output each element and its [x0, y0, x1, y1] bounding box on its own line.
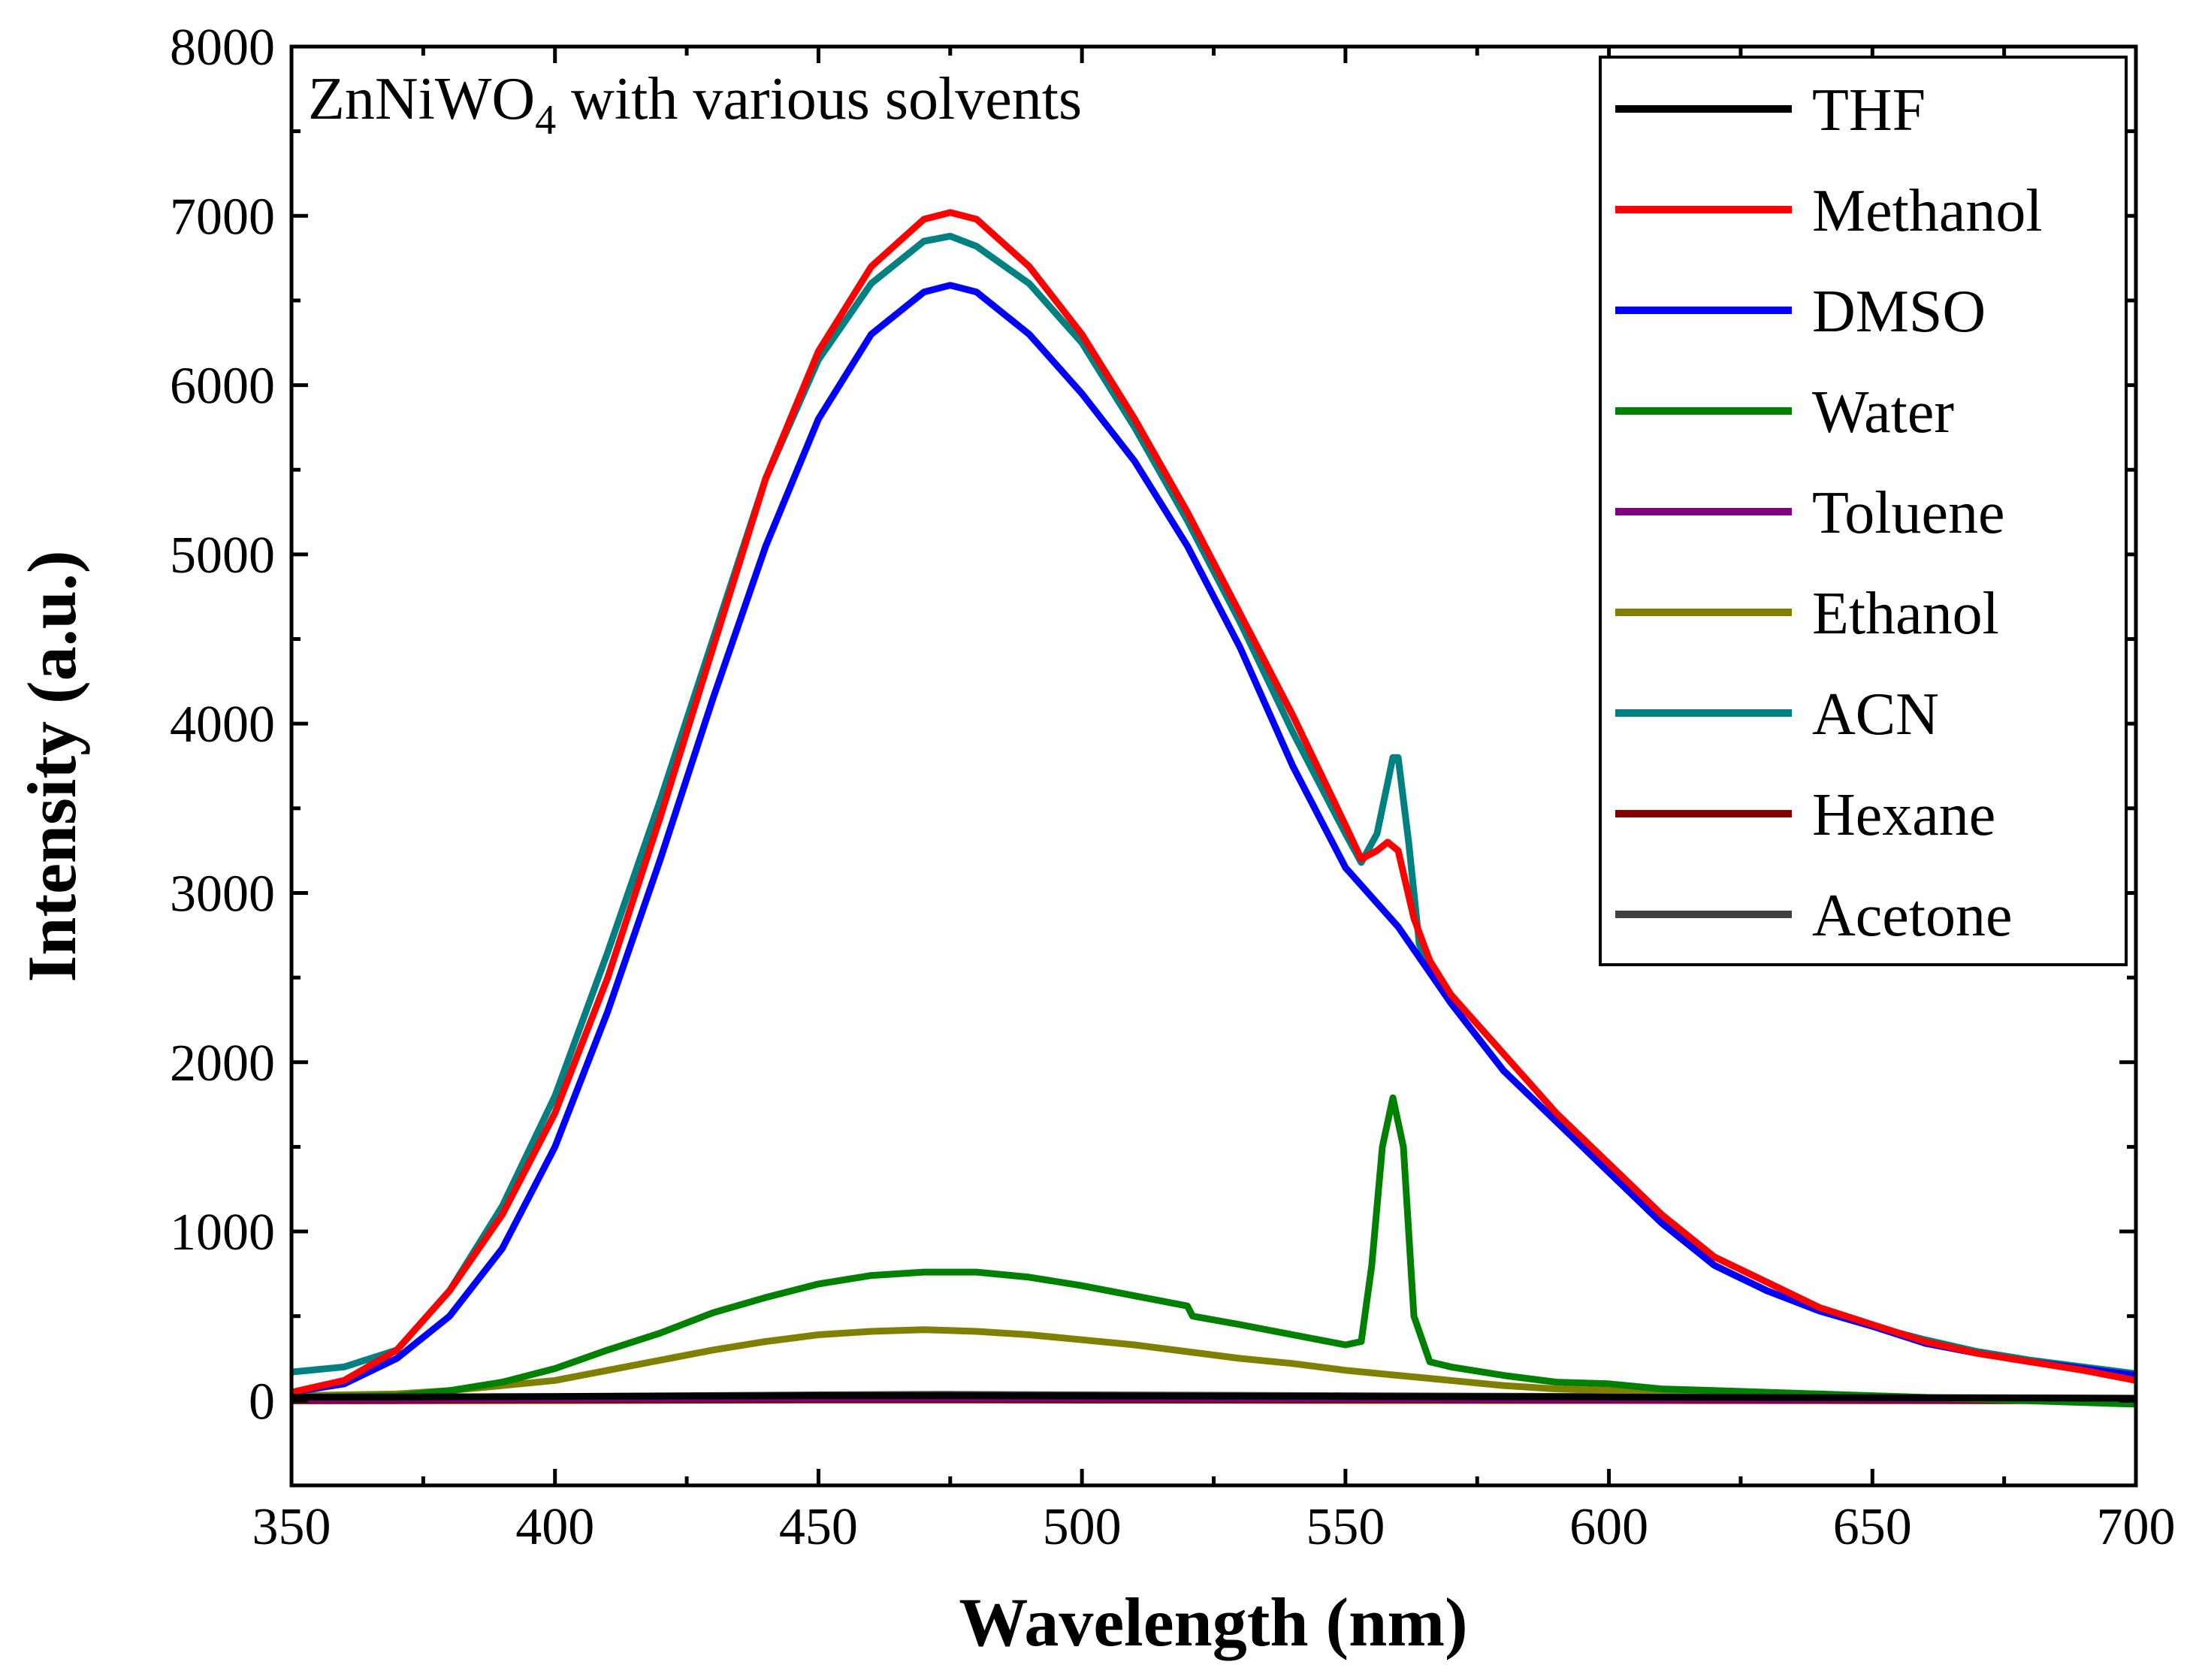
y-tick-label: 5000	[170, 527, 275, 585]
series-line-thf	[291, 1392, 2136, 1402]
y-tick-label: 4000	[170, 696, 275, 754]
series-line-ethanol	[291, 1326, 2136, 1403]
y-tick-label: 6000	[170, 358, 275, 415]
x-tick-label: 400	[515, 1498, 594, 1556]
axis-ticks: 350 400 450 500 550 600 650 7000100020003000400…	[170, 19, 2176, 1556]
annotation-text: ZnNiWO4 with various solvents	[308, 66, 1082, 144]
x-tick-label: 500	[1043, 1498, 1122, 1556]
y-tick-label: 3000	[170, 865, 275, 923]
x-tick-label: 650	[1833, 1498, 1912, 1556]
series-layer	[291, 209, 2136, 1408]
x-tick-label: 350	[252, 1498, 331, 1556]
y-tick-label: 1000	[170, 1204, 275, 1262]
y-tick-label: 7000	[170, 188, 275, 246]
series-line-methanol	[291, 209, 2136, 1396]
legend-label-water: Water	[1812, 379, 1954, 446]
legend: THF Methanol DMSO Water Toluene Ethanol ACN Hex…	[1599, 56, 2128, 966]
y-axis-title: Intensity (a.u.)	[14, 550, 90, 982]
y-tick-label: 8000	[170, 19, 275, 77]
x-tick-label: 550	[1306, 1498, 1385, 1556]
y-tick-label: 0	[249, 1373, 275, 1431]
legend-label-acn: ACN	[1812, 681, 1939, 748]
legend-label-acetone: Acetone	[1812, 883, 2013, 949]
series-line-water	[291, 1094, 2136, 1408]
x-tick-label: 700	[2097, 1498, 2176, 1556]
legend-label-thf: THF	[1812, 77, 1926, 144]
x-axis-title: Wavelength (nm)	[959, 1584, 1467, 1660]
x-tick-label: 450	[779, 1498, 858, 1556]
legend-label-ethanol: Ethanol	[1812, 581, 1999, 647]
y-tick-label: 2000	[170, 1035, 275, 1092]
legend-label-toluene: Toluene	[1812, 480, 2005, 546]
legend-label-hexane: Hexane	[1812, 782, 1995, 848]
legend-label-dmso: DMSO	[1812, 279, 1986, 345]
legend-label-methanol: Methanol	[1812, 178, 2043, 244]
x-tick-label: 600	[1569, 1498, 1648, 1556]
